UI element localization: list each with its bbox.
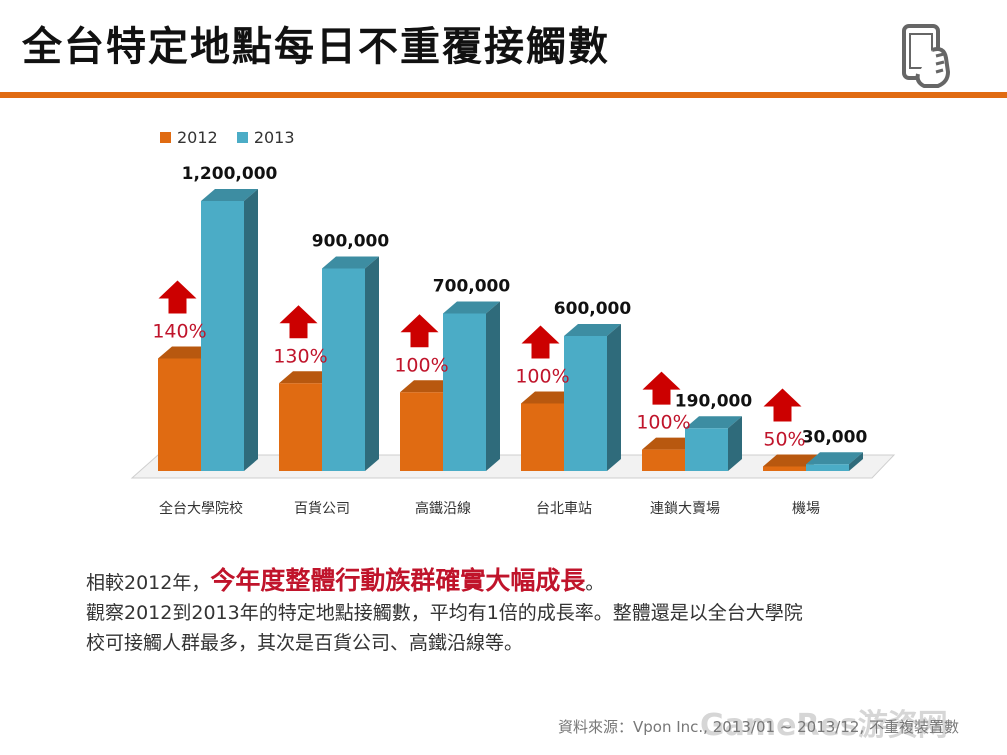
value-label-2013-4: 190,000 — [675, 391, 753, 411]
category-label-2: 高鐵沿線 — [415, 500, 471, 517]
bar-2013-1-top — [322, 256, 379, 269]
smartphone-hand-icon — [902, 24, 950, 88]
category-label-4: 連鎖大賣場 — [650, 501, 720, 517]
bar-2013-5-side — [849, 452, 863, 471]
legend-item-2012: 2012 — [160, 128, 218, 147]
page-title: 全台特定地點每日不重覆接觸數 — [22, 24, 610, 70]
legend-label-2013: 2013 — [253, 128, 295, 147]
legend-item-2013: 2013 — [236, 128, 295, 147]
growth-label-2: 100% — [394, 354, 448, 376]
bar-2013-2-top — [443, 301, 500, 314]
value-label-2013-1: 900,000 — [312, 232, 390, 252]
value-label-2013-0: 1,200,000 — [182, 164, 278, 184]
legend-label-2012: 2012 — [177, 128, 218, 147]
growth-label-4: 100% — [636, 412, 690, 434]
bar-2012-1 — [279, 383, 322, 471]
bar-2012-1-top — [279, 371, 336, 384]
value-label-2013-2: 700,000 — [433, 277, 511, 297]
bar-2013-4 — [685, 428, 728, 471]
summary-highlight: 今年度整體行動族群確實大幅成長 — [210, 566, 586, 595]
growth-label-5: 50% — [763, 429, 805, 451]
title-underline — [0, 92, 1007, 98]
bar-2013-4-side — [728, 416, 742, 471]
bar-2012-2-top — [400, 380, 457, 393]
category-label-1: 百貨公司 — [294, 500, 350, 517]
value-label-2013-5: 30,000 — [802, 427, 868, 447]
chart-legend: 2012 2013 — [160, 128, 309, 147]
bar-2013-5-top — [806, 452, 863, 465]
bar-2013-3 — [564, 336, 607, 471]
bar-2013-1 — [322, 268, 365, 471]
bar-2013-0 — [201, 201, 244, 471]
growth-label-3: 100% — [515, 366, 569, 388]
growth-arrow-icon-0 — [158, 280, 197, 314]
bar-2012-0 — [158, 358, 201, 471]
bar-2013-0-top — [201, 189, 258, 201]
growth-arrow-icon-5 — [763, 388, 802, 422]
bar-2013-3-side — [607, 324, 621, 471]
bar-2012-2 — [400, 392, 443, 471]
growth-arrow-icon-1 — [279, 305, 318, 339]
summary-line-1: 相較2012年，今年度整體行動族群確實大幅成長。 — [86, 566, 936, 598]
bar-chart: 1,200,000 140% 全台大學院校 900,000 130% 百貨公司 700,00… — [130, 164, 896, 517]
bar-2013-4-top — [685, 416, 742, 429]
watermark-logo: GameRes游资网 — [700, 708, 948, 743]
bar-2012-0-top — [158, 346, 215, 359]
category-label-5: 機場 — [792, 501, 820, 517]
growth-label-0: 140% — [152, 321, 206, 343]
bar-2012-3 — [521, 403, 564, 471]
growth-arrow-icon-2 — [400, 314, 439, 348]
summary-prefix: 相較2012年， — [86, 572, 211, 594]
bar-2012-5-top — [763, 454, 820, 467]
value-label-2013-3: 600,000 — [554, 299, 632, 319]
bar-2013-2 — [443, 313, 486, 471]
growth-arrow-icon-3 — [521, 325, 560, 359]
source-note: 資料來源：Vpon Inc., 2013/01 ~ 2013/12, 不重複裝置… — [558, 718, 959, 736]
bar-2012-5 — [763, 466, 806, 471]
summary-text: 相較2012年，今年度整體行動族群確實大幅成長。 觀察2012到2013年的特定… — [86, 566, 936, 658]
legend-swatch-2013 — [236, 132, 248, 143]
growth-label-1: 130% — [273, 345, 327, 367]
bar-2012-3-top — [521, 391, 578, 404]
category-label-0: 全台大學院校 — [159, 500, 243, 517]
bar-2012-4-top — [642, 437, 699, 450]
summary-suffix: 。 — [585, 572, 605, 594]
summary-line-3: 校可接觸人群最多，其次是百貨公司、高鐵沿線等。 — [86, 632, 524, 654]
summary-line-2: 觀察2012到2013年的特定地點接觸數，平均有1倍的成長率。整體還是以全台大學… — [86, 602, 803, 624]
bar-2013-3-top — [564, 324, 621, 336]
bar-2013-1-side — [365, 256, 379, 471]
bar-2013-2-side — [486, 301, 500, 471]
growth-arrow-icon-4 — [642, 371, 681, 405]
bar-2013-0-side — [244, 189, 258, 471]
category-label-3: 台北車站 — [536, 500, 592, 517]
legend-swatch-2012 — [160, 132, 171, 143]
bar-2013-5 — [806, 464, 849, 471]
bar-2012-4 — [642, 449, 685, 471]
